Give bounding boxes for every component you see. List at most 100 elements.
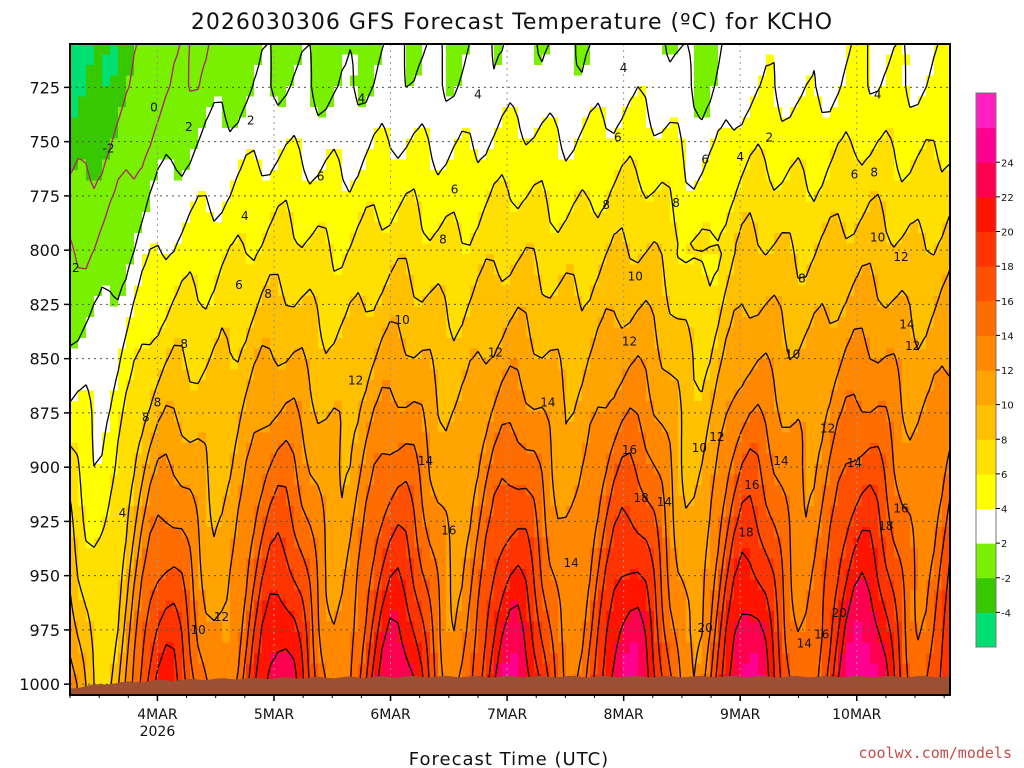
temperature-cell bbox=[230, 306, 239, 318]
temperature-cell bbox=[518, 117, 527, 129]
temperature-cell bbox=[550, 170, 559, 182]
temperature-cell bbox=[622, 264, 631, 276]
temperature-cell bbox=[110, 516, 119, 528]
temperature-cell bbox=[78, 474, 87, 486]
temperature-cell bbox=[214, 506, 223, 518]
temperature-cell bbox=[110, 275, 119, 287]
temperature-cell bbox=[190, 275, 199, 287]
temperature-cell bbox=[454, 159, 463, 171]
temperature-cell bbox=[582, 233, 591, 245]
temperature-cell bbox=[622, 359, 631, 371]
temperature-cell bbox=[542, 128, 551, 140]
temperature-cell bbox=[190, 369, 199, 381]
temperature-cell bbox=[118, 453, 127, 465]
temperature-cell bbox=[558, 54, 567, 66]
temperature-cell bbox=[470, 663, 479, 675]
temperature-cell bbox=[366, 327, 375, 339]
temperature-cell bbox=[302, 338, 311, 350]
temperature-cell bbox=[382, 642, 391, 654]
temperature-cell bbox=[494, 327, 503, 339]
temperature-cell bbox=[318, 128, 327, 140]
temperature-cell bbox=[542, 359, 551, 371]
temperature-cell bbox=[646, 516, 655, 528]
temperature-cell bbox=[486, 44, 495, 56]
temperature-cell bbox=[606, 285, 615, 297]
temperature-cell bbox=[398, 495, 407, 507]
temperature-cell bbox=[342, 96, 351, 108]
temperature-cell bbox=[542, 285, 551, 297]
temperature-cell bbox=[502, 54, 511, 66]
temperature-cell bbox=[174, 233, 183, 245]
temperature-cell bbox=[254, 96, 263, 108]
temperature-cell bbox=[326, 233, 335, 245]
temperature-cell bbox=[334, 380, 343, 392]
temperature-cell bbox=[310, 107, 319, 119]
temperature-cell bbox=[262, 149, 271, 161]
temperature-cell bbox=[462, 443, 471, 455]
temperature-cell bbox=[406, 44, 415, 56]
temperature-cell bbox=[126, 338, 135, 350]
temperature-cell bbox=[126, 569, 135, 581]
temperature-cell bbox=[670, 159, 679, 171]
temperature-cell bbox=[374, 243, 383, 255]
temperature-cell bbox=[366, 390, 375, 402]
temperature-cell bbox=[126, 590, 135, 602]
temperature-cell bbox=[678, 579, 687, 591]
temperature-cell bbox=[342, 327, 351, 339]
temperature-cell bbox=[134, 86, 143, 98]
temperature-cell bbox=[262, 453, 271, 465]
temperature-cell bbox=[646, 275, 655, 287]
temperature-cell bbox=[358, 579, 367, 591]
temperature-cell bbox=[494, 663, 503, 675]
temperature-cell bbox=[446, 128, 455, 140]
temperature-cell bbox=[206, 632, 215, 644]
temperature-cell bbox=[382, 96, 391, 108]
temperature-cell bbox=[142, 306, 151, 318]
temperature-cell bbox=[638, 600, 647, 612]
temperature-cell bbox=[398, 443, 407, 455]
temperature-cell bbox=[182, 149, 191, 161]
temperature-cell bbox=[126, 191, 135, 203]
temperature-cell bbox=[222, 432, 231, 444]
temperature-cell bbox=[654, 86, 663, 98]
temperature-cell bbox=[518, 527, 527, 539]
temperature-cell bbox=[670, 495, 679, 507]
temperature-cell bbox=[518, 296, 527, 308]
temperature-cell bbox=[654, 149, 663, 161]
temperature-cell bbox=[406, 191, 415, 203]
temperature-cell bbox=[598, 411, 607, 423]
temperature-cell bbox=[630, 54, 639, 66]
temperature-cell bbox=[158, 107, 167, 119]
temperature-cell bbox=[286, 306, 295, 318]
temperature-cell bbox=[238, 390, 247, 402]
temperature-cell bbox=[366, 275, 375, 287]
temperature-cell bbox=[302, 369, 311, 381]
temperature-cell bbox=[302, 317, 311, 329]
temperature-cell bbox=[382, 285, 391, 297]
temperature-cell bbox=[486, 317, 495, 329]
temperature-cell bbox=[694, 170, 703, 182]
temperature-cell bbox=[222, 86, 231, 98]
temperature-cell bbox=[198, 107, 207, 119]
temperature-cell bbox=[134, 117, 143, 129]
temperature-cell bbox=[438, 558, 447, 570]
temperature-cell bbox=[390, 401, 399, 413]
temperature-cell bbox=[582, 338, 591, 350]
temperature-cell bbox=[94, 306, 103, 318]
temperature-cell bbox=[510, 642, 519, 654]
temperature-cell bbox=[590, 548, 599, 560]
temperature-cell bbox=[654, 443, 663, 455]
temperature-cell bbox=[214, 264, 223, 276]
temperature-cell bbox=[214, 128, 223, 140]
temperature-cell bbox=[470, 159, 479, 171]
temperature-cell bbox=[190, 579, 199, 591]
temperature-cell bbox=[558, 222, 567, 234]
temperature-cell bbox=[486, 369, 495, 381]
temperature-cell bbox=[694, 306, 703, 318]
temperature-cell bbox=[662, 474, 671, 486]
temperature-cell bbox=[366, 201, 375, 213]
temperature-cell bbox=[246, 401, 255, 413]
temperature-cell bbox=[710, 296, 719, 308]
temperature-cell bbox=[70, 632, 79, 644]
temperature-cell bbox=[246, 369, 255, 381]
